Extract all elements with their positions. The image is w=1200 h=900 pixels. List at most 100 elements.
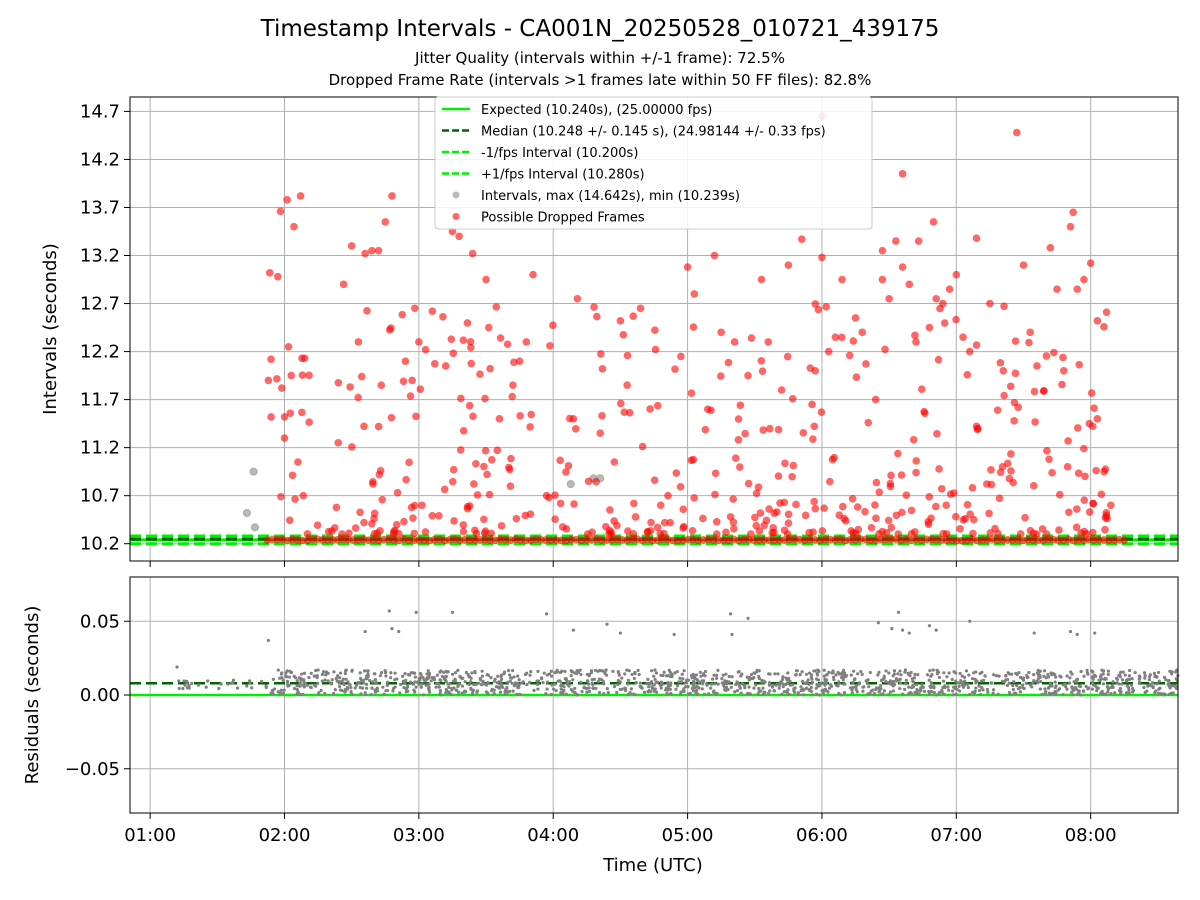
dropped-frame-point — [769, 524, 777, 532]
dropped-frame-point — [506, 482, 515, 490]
residual-point — [375, 686, 379, 690]
residual-point — [333, 688, 337, 692]
residual-point — [662, 670, 666, 674]
residual-point — [1106, 669, 1111, 673]
residual-point — [480, 669, 484, 673]
dropped-frame-point — [440, 485, 449, 494]
dropped-frame-point — [398, 310, 407, 319]
residual-point — [698, 670, 702, 674]
dropped-frame-point — [1029, 482, 1038, 490]
dropped-frame-point — [935, 465, 943, 473]
dropped-frame-point — [264, 376, 273, 385]
x-axis-label: Time (UTC) — [602, 855, 703, 876]
residual-point — [715, 676, 719, 680]
dropped-frame-point — [789, 461, 798, 470]
residual-point — [378, 673, 383, 678]
residual-point — [1143, 676, 1147, 680]
residual-point — [701, 679, 706, 683]
residual-point — [447, 690, 451, 695]
residual-point — [494, 685, 498, 689]
residual-point — [206, 679, 210, 683]
residual-point — [668, 692, 673, 696]
residual-point — [1095, 689, 1099, 693]
dropped-frame-point — [428, 307, 437, 316]
residual-point — [346, 680, 350, 684]
dropped-frame-point — [808, 400, 816, 409]
residual-point — [331, 692, 336, 696]
residual-point — [440, 674, 445, 679]
dropped-frame-point — [884, 516, 893, 525]
residual-point — [1142, 685, 1146, 690]
residual-point — [307, 675, 311, 680]
residual-point — [292, 686, 297, 691]
residual-point — [746, 691, 750, 695]
residual-point — [506, 668, 511, 673]
dropped-frame-point — [439, 312, 447, 321]
residual-point — [1061, 683, 1066, 687]
residual-point — [876, 621, 880, 625]
residual-point — [559, 683, 563, 687]
residual-point — [694, 673, 698, 677]
residual-point — [446, 682, 450, 686]
residual-point — [1046, 672, 1050, 677]
residual-point — [287, 675, 292, 679]
residual-point — [669, 681, 673, 685]
dropped-frame-point — [273, 272, 282, 281]
residual-point — [1001, 679, 1005, 683]
residual-point — [709, 686, 713, 690]
residual-point — [699, 674, 703, 678]
dropped-frame-point — [299, 491, 308, 500]
residual-point — [349, 686, 353, 690]
bottom-y-tick-label: −0.05 — [65, 759, 120, 780]
residual-point — [439, 693, 443, 697]
residual-point — [929, 690, 934, 694]
dropped-frame-point — [1086, 259, 1095, 267]
residual-point — [957, 684, 961, 689]
dropped-frame-point — [338, 530, 346, 538]
dropped-frame-point — [1011, 337, 1020, 345]
residual-point — [355, 683, 359, 687]
residual-point — [1152, 671, 1157, 676]
residual-point — [827, 686, 832, 690]
dropped-frame-point — [564, 461, 573, 470]
dropped-frame-point — [360, 422, 368, 431]
residual-point — [623, 672, 627, 676]
dropped-frame-point — [799, 429, 808, 437]
residual-point — [826, 690, 830, 694]
residual-point — [362, 681, 366, 685]
top-y-axis-label: Intervals (seconds) — [40, 243, 61, 415]
residual-point — [182, 679, 186, 683]
residual-point — [825, 673, 829, 677]
residual-point — [637, 672, 641, 677]
dropped-frame-point — [389, 530, 398, 538]
residual-point — [1092, 673, 1097, 677]
residual-point — [175, 665, 179, 669]
residual-point — [694, 688, 699, 692]
residual-point — [1157, 687, 1161, 691]
dropped-frame-point — [416, 385, 425, 393]
dropped-frame-point — [431, 360, 439, 368]
residual-point — [653, 677, 657, 682]
dropped-frame-point — [987, 466, 995, 474]
dropped-frame-point — [818, 527, 827, 535]
dropped-frame-point — [797, 235, 806, 243]
residual-point — [1127, 668, 1132, 673]
residual-point — [185, 686, 190, 690]
residual-point — [1110, 683, 1114, 688]
residual-point — [1005, 683, 1010, 687]
residual-point — [1091, 683, 1096, 687]
residual-point — [1018, 685, 1022, 690]
residual-point — [387, 609, 391, 613]
residual-point — [855, 690, 859, 694]
residual-point — [842, 691, 847, 695]
dropped-frame-point — [758, 367, 767, 375]
dropped-frame-point — [509, 381, 517, 389]
dropped-frame-point — [852, 373, 861, 382]
dropped-frame-point — [911, 331, 919, 340]
residual-point — [560, 669, 564, 673]
residual-point — [780, 677, 785, 682]
residual-point — [1101, 672, 1105, 676]
residual-point — [653, 687, 657, 691]
dropped-frame-point — [847, 527, 855, 535]
residual-point — [574, 692, 578, 696]
